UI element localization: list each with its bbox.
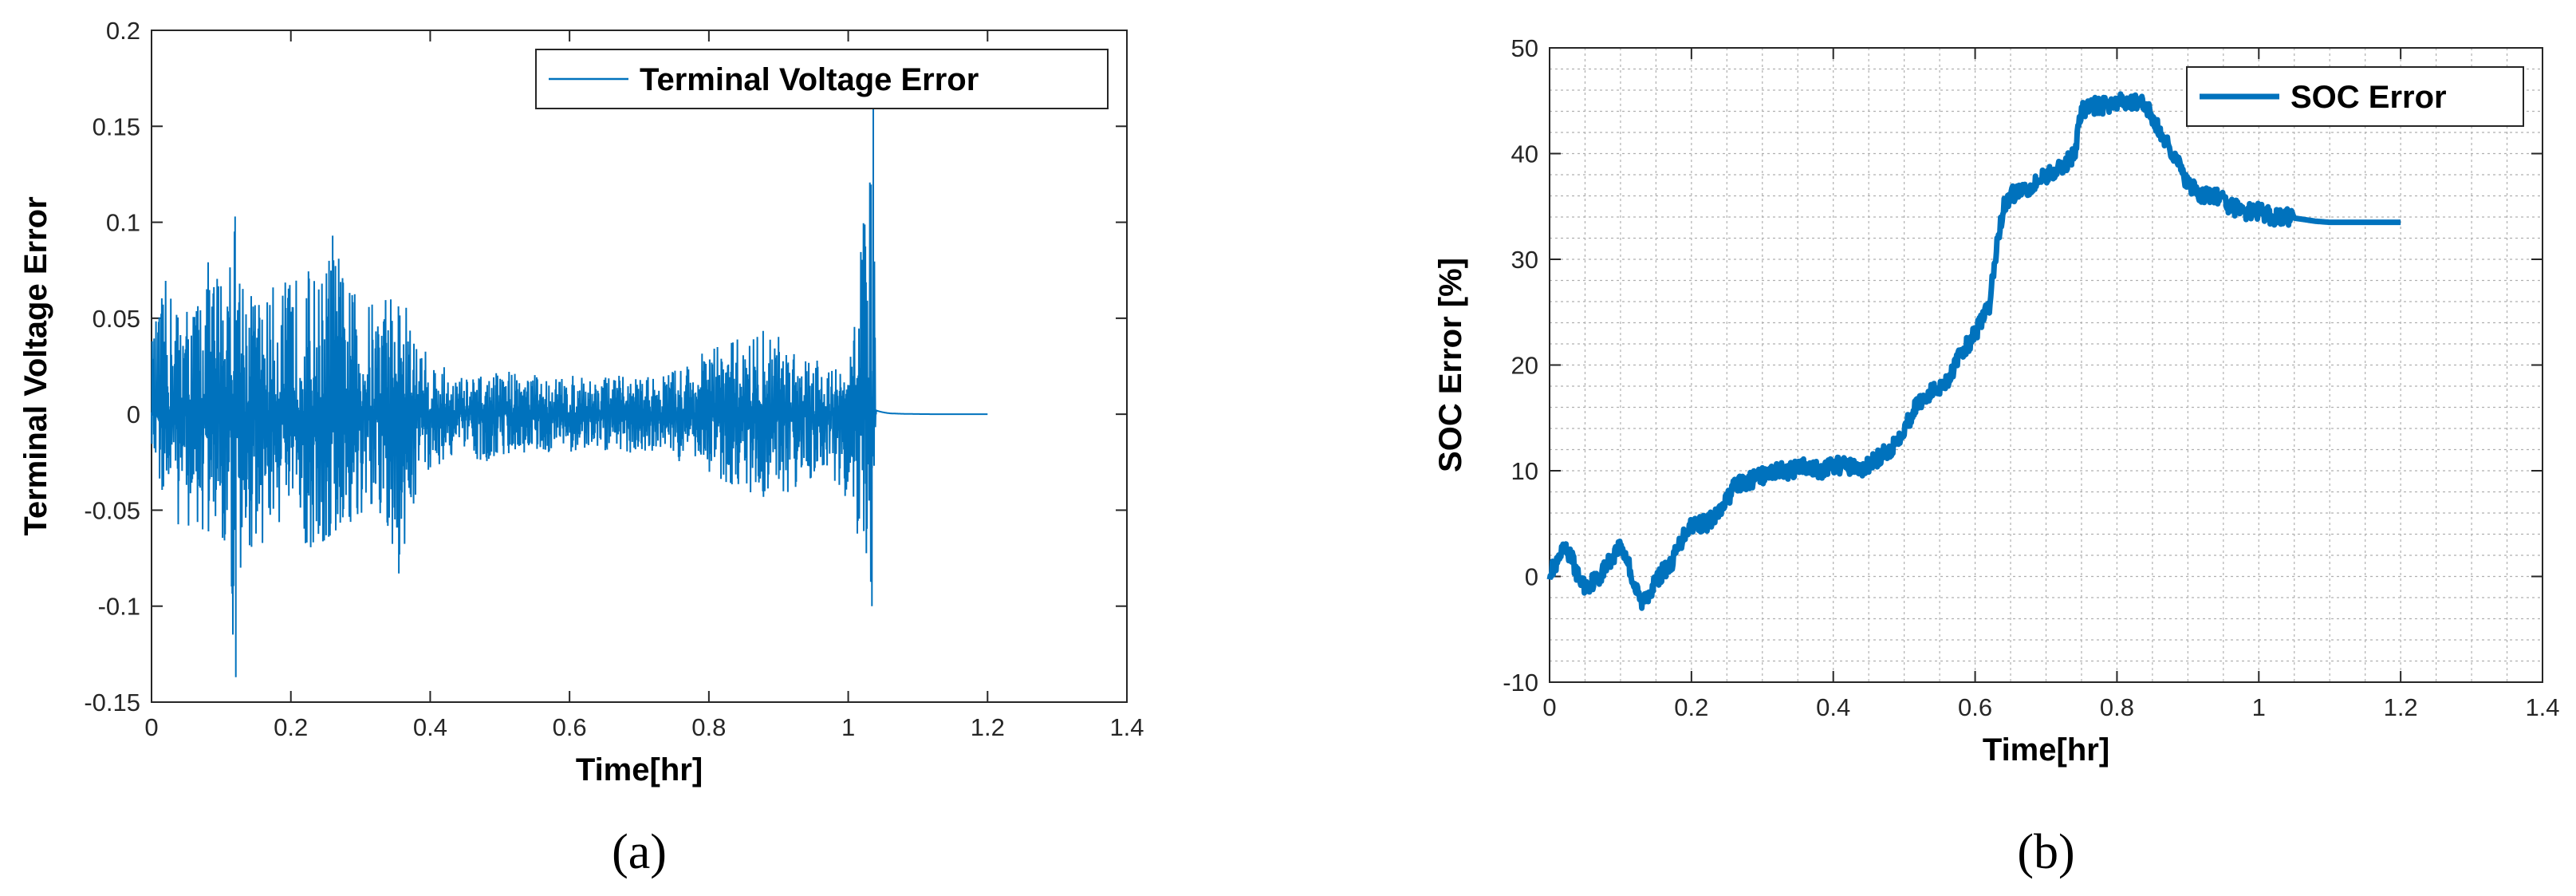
y-tick-label: 0 — [127, 401, 140, 428]
y-tick-label: -10 — [1503, 669, 1538, 697]
x-tick-label: 0.6 — [553, 713, 587, 741]
legend-label: SOC Error — [2290, 80, 2447, 115]
y-tick-label: 20 — [1511, 352, 1538, 380]
x-tick-label: 0 — [144, 713, 158, 741]
legend: Terminal Voltage Error — [535, 49, 1109, 109]
y-tick-label: -0.05 — [84, 496, 140, 524]
x-tick-label: 0 — [1542, 693, 1556, 721]
y-tick-label: 0 — [1525, 563, 1538, 591]
panel-label: (b) — [2017, 825, 2074, 879]
x-tick-label: 1.2 — [971, 713, 1005, 741]
series-line — [151, 103, 988, 677]
legend: SOC Error — [2186, 66, 2524, 127]
panel-label: (a) — [612, 825, 667, 879]
x-tick-label: 0.8 — [2100, 693, 2134, 721]
x-tick-label: 1.4 — [2525, 693, 2559, 721]
x-axis-title: Time[hr] — [576, 752, 703, 787]
y-tick-label: 40 — [1511, 140, 1538, 168]
y-tick-label: 50 — [1511, 34, 1538, 62]
y-tick-label: -0.1 — [98, 593, 140, 621]
legend-box — [2186, 66, 2524, 127]
panel-a-terminal-voltage-error: 0 0.2 0.4 0.6 0.8 1 1.2 1.4 -0.15 -0.1 -0.05 0 0.05 0… — [18, 17, 1144, 879]
x-tick-label: 0.2 — [1674, 693, 1708, 721]
y-tick-label: 0.15 — [93, 112, 140, 140]
x-axis-title: Time[hr] — [1983, 732, 2109, 768]
y-axis-title: Terminal Voltage Error — [18, 196, 53, 535]
x-tick-label: 0.6 — [1958, 693, 1992, 721]
y-tick-label: 30 — [1511, 246, 1538, 274]
panel-b-soc-error: 0 0.2 0.4 0.6 0.8 1 1.2 1.4-1001020304050Time[h… — [1433, 34, 2560, 879]
series-line — [1546, 91, 2403, 611]
x-tick-label: 0.4 — [1816, 693, 1850, 721]
y-axis-title: SOC Error [%] — [1433, 258, 1468, 472]
x-tick-label: 0.4 — [413, 713, 447, 741]
x-tick-label: 1 — [841, 713, 855, 741]
legend-box — [535, 49, 1109, 109]
y-tick-label: 0.2 — [106, 17, 140, 45]
y-tick-label: -0.15 — [84, 689, 140, 716]
y-tick-label: 0.05 — [93, 305, 140, 333]
y-tick-label: 10 — [1511, 457, 1538, 485]
x-tick-label: 1.4 — [1109, 713, 1144, 741]
x-tick-label: 0.2 — [274, 713, 308, 741]
y-tick-label: 0.1 — [106, 209, 140, 237]
legend-label: Terminal Voltage Error — [640, 62, 979, 97]
x-tick-label: 0.8 — [691, 713, 726, 741]
x-tick-label: 1 — [2252, 693, 2266, 721]
x-tick-label: 1.2 — [2384, 693, 2418, 721]
